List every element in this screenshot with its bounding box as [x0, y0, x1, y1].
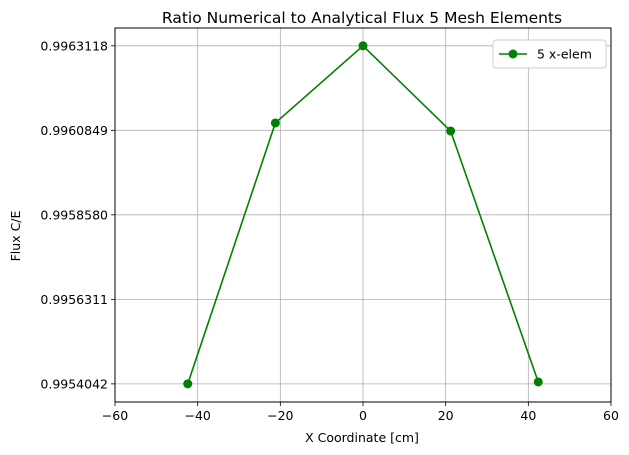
- data-point: [183, 379, 193, 389]
- x-tick-label: −60: [102, 408, 128, 423]
- legend-box: [492, 39, 607, 69]
- y-axis-label: Flux C/E: [8, 211, 23, 262]
- x-axis-label: X Coordinate [cm]: [305, 430, 419, 445]
- grid: [114, 28, 612, 402]
- data-point: [270, 118, 280, 128]
- legend: 5 x-elem: [492, 39, 607, 69]
- x-tick-label: 20: [438, 408, 454, 423]
- chart-title: Ratio Numerical to Analytical Flux 5 Mes…: [162, 9, 562, 27]
- y-tick-label: 0.9956311: [40, 292, 108, 307]
- x-tick-label: 40: [520, 408, 536, 423]
- series-group: [183, 41, 543, 389]
- data-point: [533, 377, 543, 387]
- data-point: [446, 126, 456, 136]
- y-tick-label: 0.9958580: [40, 207, 108, 222]
- x-tick-label: −20: [267, 408, 293, 423]
- axis-ticks: −60 −40 −20 0 20 40 60 0.9954042 0.9956311 0.9958…: [40, 38, 619, 423]
- x-tick-label: −40: [184, 408, 210, 423]
- legend-label: 5 x-elem: [537, 47, 592, 62]
- y-tick-label: 0.9963118: [40, 38, 108, 53]
- y-tick-label: 0.9960849: [40, 123, 108, 138]
- x-tick-label: 0: [359, 408, 367, 423]
- data-point: [358, 41, 368, 51]
- y-tick-label: 0.9954042: [40, 376, 108, 391]
- x-tick-label: 60: [603, 408, 619, 423]
- legend-marker-sample: [508, 49, 518, 59]
